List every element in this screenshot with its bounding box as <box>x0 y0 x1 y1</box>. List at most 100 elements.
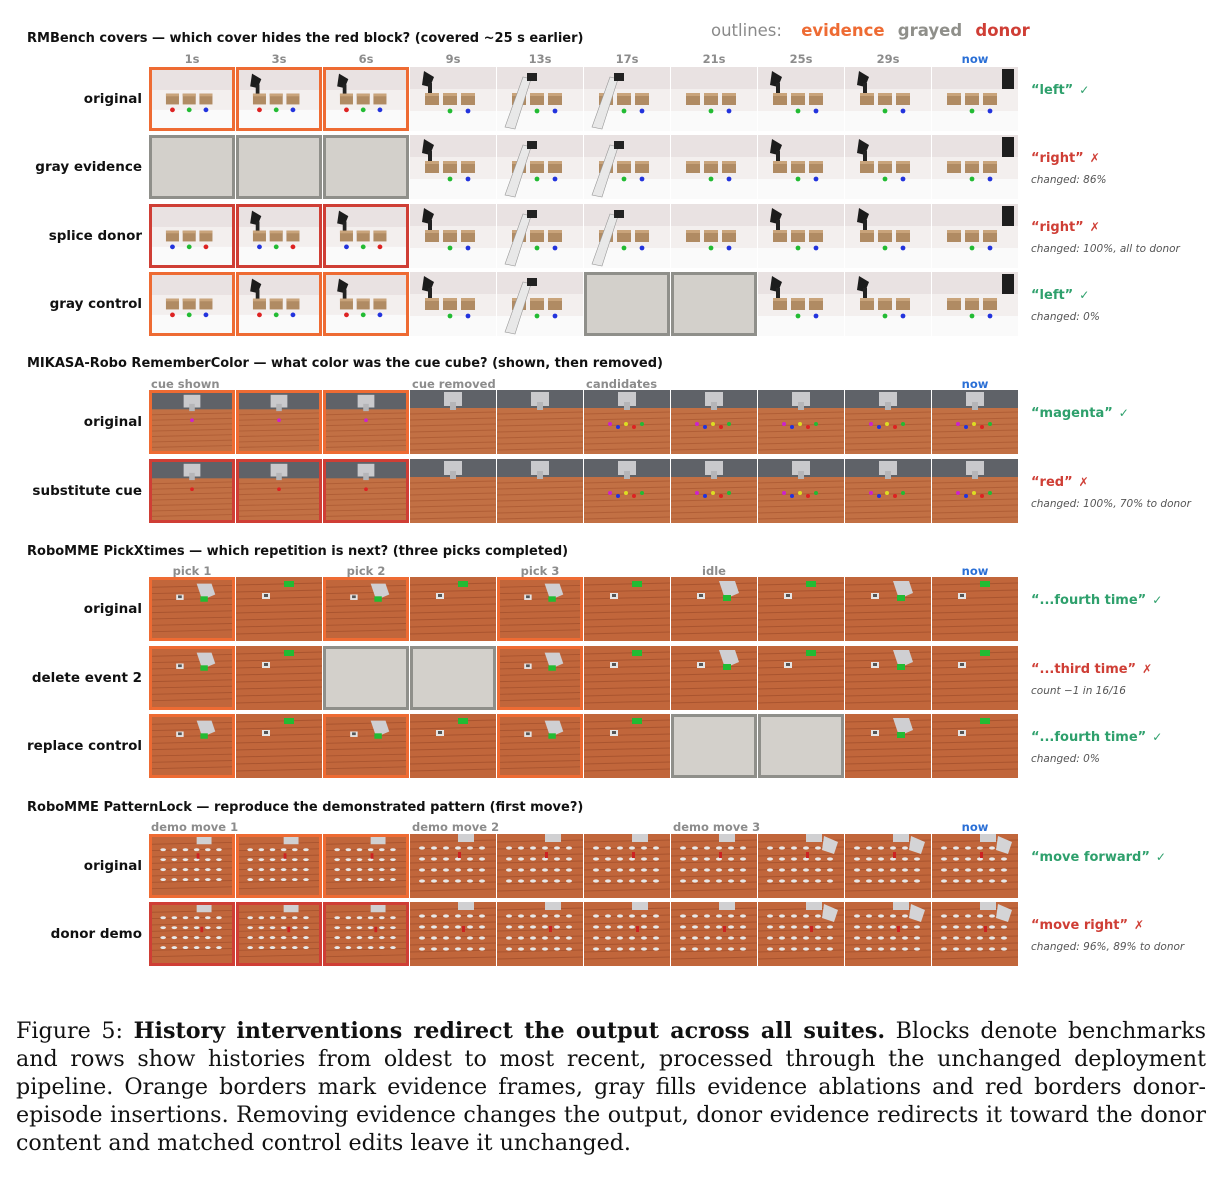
time-label: now <box>961 820 989 834</box>
history-frame <box>584 459 670 523</box>
time-label: idle <box>702 564 726 578</box>
legend-label: outlines: <box>711 21 782 40</box>
grayed-frame <box>323 646 409 710</box>
time-label: 9s <box>445 52 461 66</box>
history-frame <box>845 646 931 710</box>
history-frame <box>236 714 322 778</box>
evidence-frame <box>323 577 409 641</box>
grayed-frame <box>323 135 409 199</box>
time-label: cue shown <box>151 377 220 391</box>
row-label: gray evidence <box>35 159 142 175</box>
row-label: donor demo <box>50 926 142 942</box>
row-label: splice donor <box>48 228 142 244</box>
history-frame <box>671 135 757 199</box>
history-frame <box>410 135 496 199</box>
caption-bold: History interventions redirect the outpu… <box>133 1018 886 1044</box>
change-note: count −1 in 16/16 <box>1031 685 1126 697</box>
evidence-frame <box>323 714 409 778</box>
history-frame <box>845 135 931 199</box>
time-label: 21s <box>702 52 726 66</box>
history-frame <box>497 135 583 199</box>
row-label: substitute cue <box>32 483 142 499</box>
time-label: pick 3 <box>520 564 560 578</box>
history-frame <box>497 902 583 966</box>
evidence-frame <box>323 834 409 898</box>
answer-text: “left” ✓ <box>1031 288 1090 303</box>
grayed-frame <box>236 135 322 199</box>
history-frame <box>410 204 496 268</box>
evidence-frame <box>497 714 583 778</box>
caption-prefix: Figure 5: <box>16 1018 134 1044</box>
time-label: cue removed <box>412 377 496 391</box>
check-icon: ✓ <box>1152 593 1163 607</box>
check-icon: ✓ <box>1152 730 1163 744</box>
donor-frame <box>236 902 322 966</box>
donor-frame <box>236 204 322 268</box>
change-note: changed: 0% <box>1031 311 1100 323</box>
history-frame <box>845 459 931 523</box>
time-label: 17s <box>615 52 639 66</box>
history-frame <box>932 902 1018 966</box>
history-frame <box>932 646 1018 710</box>
answer-text: “move right” ✗ <box>1031 918 1145 933</box>
donor-frame <box>323 459 409 523</box>
history-frame <box>584 834 670 898</box>
history-frame <box>584 646 670 710</box>
history-frame <box>758 577 844 641</box>
row-label: original <box>83 601 142 617</box>
time-label: 1s <box>184 52 200 66</box>
evidence-frame <box>497 577 583 641</box>
check-icon: ✓ <box>1155 850 1166 864</box>
grayed-frame <box>410 646 496 710</box>
history-frame <box>758 459 844 523</box>
history-frame <box>932 67 1018 131</box>
history-frame <box>584 902 670 966</box>
cross-icon: ✗ <box>1134 918 1145 932</box>
history-frame <box>671 204 757 268</box>
evidence-frame <box>149 714 235 778</box>
history-frame <box>497 834 583 898</box>
history-frame <box>671 390 757 454</box>
history-frame <box>758 67 844 131</box>
figure-caption: Figure 5: History interventions redirect… <box>16 1017 1206 1157</box>
history-frame <box>845 390 931 454</box>
history-frame <box>845 204 931 268</box>
history-frame <box>497 272 583 336</box>
evidence-frame <box>149 834 235 898</box>
answer-text: “...fourth time” ✓ <box>1031 593 1163 608</box>
history-frame <box>932 135 1018 199</box>
time-label: pick 2 <box>346 564 386 578</box>
time-label: demo move 3 <box>673 820 761 834</box>
history-frame <box>497 204 583 268</box>
history-frame <box>410 577 496 641</box>
row-label: original <box>83 91 142 107</box>
legend-grayed: grayed <box>897 21 963 40</box>
evidence-frame <box>149 390 235 454</box>
evidence-frame <box>323 272 409 336</box>
time-label: now <box>961 564 989 578</box>
grayed-frame <box>149 135 235 199</box>
history-frame <box>236 577 322 641</box>
time-label: demo move 1 <box>151 820 239 834</box>
history-frame <box>410 272 496 336</box>
evidence-frame <box>236 67 322 131</box>
history-frame <box>671 902 757 966</box>
block-title: RoboMME PickXtimes — which repetition is… <box>27 544 569 559</box>
grayed-frame <box>671 714 757 778</box>
evidence-frame <box>236 272 322 336</box>
history-frame <box>932 390 1018 454</box>
legend-evidence: evidence <box>801 21 885 40</box>
evidence-frame <box>149 577 235 641</box>
caption-text: Blocks denote benchmarks and rows show h… <box>16 1018 1207 1156</box>
history-frame <box>845 834 931 898</box>
history-frame <box>671 67 757 131</box>
cross-icon: ✗ <box>1142 662 1153 676</box>
history-frame <box>758 902 844 966</box>
history-frame <box>584 577 670 641</box>
grayed-frame <box>584 272 670 336</box>
history-frame <box>671 459 757 523</box>
time-label: now <box>961 377 989 391</box>
change-note: changed: 100%, 70% to donor <box>1031 498 1191 510</box>
history-frame <box>497 67 583 131</box>
time-label: 29s <box>876 52 900 66</box>
